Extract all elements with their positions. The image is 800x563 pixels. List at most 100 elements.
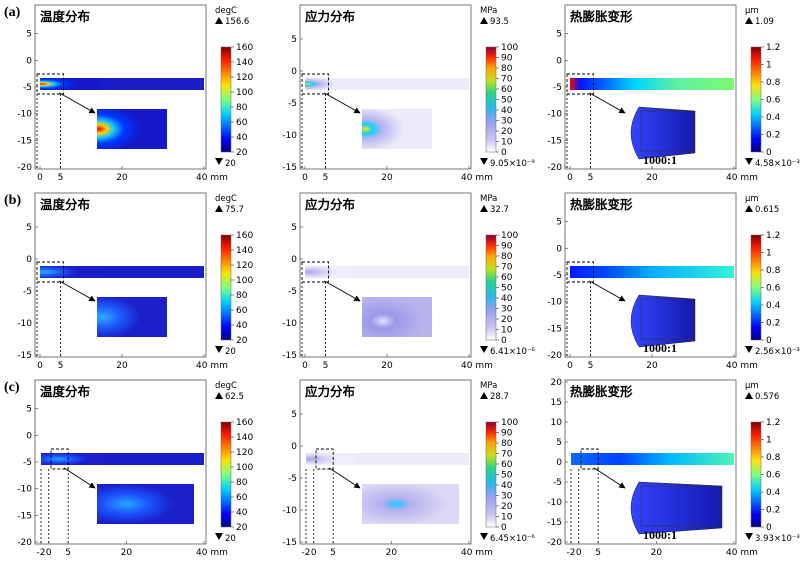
max-triangle-icon [745,392,753,399]
domain-bar [571,453,734,465]
colorbar-tick-label: 20 [501,502,513,512]
colorbar-tick-label: 20 [236,523,248,533]
x-tick-label: 5 [588,173,594,183]
y-tick-label: -20 [547,163,562,173]
y-tick-label: -5 [553,83,562,93]
colorbar-tick-label: 120 [236,261,253,271]
zoom-box [36,261,64,283]
colorbar-tick-label: 0 [766,523,772,533]
y-tick-label: -10 [282,506,297,516]
y-tick-label: 0 [556,244,562,254]
colorbar [485,234,497,341]
min-triangle-icon [215,346,223,353]
min-triangle-icon [215,158,223,165]
colorbar-unit: MPa [480,381,497,391]
y-tick-label: -5 [23,83,32,93]
x-tick-label: 40 mm [196,361,228,371]
panel-title: 温度分布 [40,9,91,24]
colorbar-tick-label: 0 [766,336,772,346]
zoom-box [566,73,594,95]
colorbar-max: 62.5 [225,392,244,402]
colorbar [750,234,762,341]
y-tick-label: -10 [17,319,32,329]
colorbar-tick-label: 1 [766,61,772,71]
max-triangle-icon [745,17,753,24]
colorbar-tick-label: 80 [501,439,513,449]
x-tick-label: 5 [58,173,64,183]
colorbar-min: 20 [225,159,236,169]
y-tick-label: -15 [547,136,562,146]
y-tick-label: 0 [26,56,32,66]
colorbar-tick-label: 0.2 [766,506,780,516]
y-tick-label: -15 [547,324,562,334]
colorbar-tick-label: 1 [766,249,772,259]
colorbar-tick-label: 50 [501,471,513,481]
row-label: (a) [4,5,21,20]
x-tick-label: 20 [646,361,658,371]
y-tick-label: 5 [556,30,562,40]
y-tick-label: -10 [547,110,562,120]
domain-bar [570,266,734,278]
zoom-box [301,261,329,283]
y-tick-label: -5 [288,99,297,109]
colorbar-tick-label: 60 [236,118,248,128]
x-tick-label: 20 [381,361,393,371]
x-tick-label: 40 mm [461,173,493,183]
colorbar-tick-label: 80 [236,478,248,488]
colorbar-tick-label: 20 [501,127,513,137]
y-tick-label: -15 [282,351,297,361]
colorbar-min: 2.56×10⁻³ [755,347,800,357]
zoom-box [580,448,599,470]
x-tick-label: 40 mm [726,173,758,183]
x-tick-label: 0 [311,548,317,558]
colorbar-tick-label: 0.2 [766,131,780,141]
colorbar-max: 32.7 [490,205,509,215]
colorbar-tick-label: 60 [501,273,513,283]
colorbar-tick-label: 20 [501,315,513,325]
colorbar-tick-label: 30 [501,305,513,315]
colorbar-tick-label: 60 [501,460,513,470]
panel-title: 应力分布 [305,197,356,212]
colorbar-max: 0.615 [755,205,779,215]
x-tick-label: 20 [116,361,128,371]
y-tick-label: -20 [547,351,562,361]
inset-image [630,294,696,348]
y-tick-label: -5 [553,271,562,281]
x-tick-label: -2 [302,548,311,558]
colorbar-tick-label: 0.6 [766,96,781,106]
domain-bar [570,78,734,90]
colorbar-tick-label: 140 [236,433,253,443]
y-tick-label: -10 [547,298,562,308]
max-triangle-icon [745,205,753,212]
magnification-label: 1000:1 [643,153,677,167]
colorbar-tick-label: 40 [501,294,513,304]
colorbar-tick-label: 100 [501,418,518,428]
inset-image [97,109,167,149]
colorbar-tick-label: 30 [501,492,513,502]
colorbar-min: 6.45×10⁻⁶ [490,534,535,544]
x-tick-label: 5 [330,548,336,558]
max-triangle-icon [480,392,488,399]
x-tick-label: 40 mm [461,361,493,371]
colorbar-unit: μm [745,194,759,204]
x-tick-label: -2 [567,548,576,558]
min-triangle-icon [745,346,753,353]
x-tick-label: 40 mm [196,173,228,183]
x-tick-label: 5 [65,548,71,558]
colorbar-tick-label: 80 [501,252,513,262]
y-tick-label: -10 [17,485,32,495]
colorbar-tick-label: 0.6 [766,284,781,294]
colorbar-tick-label: 40 [236,508,248,518]
colorbar-tick-label: 40 [236,133,248,143]
colorbar-unit: μm [745,6,759,16]
y-tick-label: 5 [26,405,32,415]
x-tick-label: 20 [646,173,658,183]
y-tick-label: 20 [551,378,563,388]
x-tick-label: 40 mm [726,548,758,558]
max-triangle-icon [480,17,488,24]
colorbar-min: 9.05×10⁻⁹ [490,159,535,169]
x-tick-label: 0 [37,173,43,183]
min-triangle-icon [745,158,753,165]
colorbar-tick-label: 0 [501,148,507,158]
colorbar-tick-label: 140 [236,246,253,256]
